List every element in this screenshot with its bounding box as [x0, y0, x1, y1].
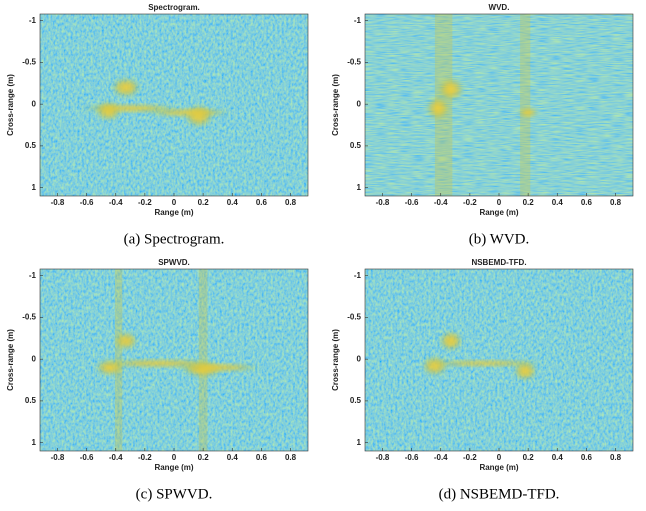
x-tick-label: 0.2: [523, 453, 535, 462]
y-tick-label: 1: [357, 438, 362, 447]
streak: [198, 269, 208, 451]
x-tick-label: 0.2: [523, 198, 535, 207]
bright-spot: [421, 355, 449, 376]
x-tick-label: -0.2: [138, 198, 152, 207]
x-tick-label: 0.4: [227, 198, 239, 207]
x-tick-label: -0.4: [434, 453, 448, 462]
x-tick-label: 0.6: [256, 198, 268, 207]
heatmap-image: [365, 269, 633, 451]
x-axis-label: Range (m): [479, 463, 518, 472]
x-tick-label: 0.2: [198, 198, 210, 207]
x-tick-label: -0.6: [80, 453, 94, 462]
x-tick-label: -0.4: [109, 453, 123, 462]
caption: (b) WVD.: [469, 231, 530, 247]
x-tick-label: -0.6: [80, 198, 94, 207]
x-tick-label: -0.8: [51, 453, 65, 462]
x-tick-label: 0.2: [198, 453, 210, 462]
bright-spot: [517, 107, 539, 118]
y-axis-label: Cross-range (m): [6, 329, 15, 391]
y-tick-label: 1: [32, 183, 37, 192]
y-tick-label: 1: [357, 183, 362, 192]
x-tick-label: -0.2: [463, 453, 477, 462]
heatmap-image: [40, 269, 308, 451]
bright-spot: [114, 331, 138, 350]
bright-spot: [174, 363, 262, 372]
x-tick-label: 0.4: [552, 453, 564, 462]
x-tick-label: -0.2: [463, 198, 477, 207]
x-tick-label: 0.6: [581, 198, 593, 207]
streak: [520, 14, 531, 196]
x-tick-label: 0.8: [610, 198, 622, 207]
y-tick-label: -1: [29, 16, 37, 25]
bright-spot: [437, 77, 465, 101]
x-tick-label: 0: [172, 453, 177, 462]
x-tick-label: -0.8: [376, 198, 390, 207]
caption: (d) NSBEMD-TFD.: [439, 486, 560, 502]
x-axis-label: Range (m): [154, 208, 193, 217]
x-tick-label: 0.8: [610, 453, 622, 462]
x-tick-label: 0.6: [256, 453, 268, 462]
x-axis-label: Range (m): [479, 208, 518, 217]
y-tick-label: 0: [357, 99, 362, 108]
chart-title: WVD.: [489, 3, 510, 12]
y-axis-label: Cross-range (m): [331, 329, 340, 391]
x-tick-label: 0.4: [227, 453, 239, 462]
y-tick-label: 1: [32, 438, 37, 447]
bright-spot: [426, 96, 450, 121]
bright-spot: [439, 330, 463, 351]
noise-background: [40, 14, 308, 196]
y-tick-label: 0.5: [25, 141, 37, 150]
y-tick-label: -1: [354, 271, 362, 280]
heatmap-image: [365, 14, 633, 196]
x-tick-label: 0.6: [581, 453, 593, 462]
y-tick-label: 0.5: [25, 396, 37, 405]
x-tick-label: -0.6: [405, 453, 419, 462]
chart-title: SPWVD.: [158, 258, 190, 267]
y-tick-label: 0: [32, 354, 37, 363]
x-axis-label: Range (m): [154, 463, 193, 472]
y-tick-label: -1: [29, 271, 37, 280]
y-axis-label: Cross-range (m): [331, 74, 340, 136]
y-tick-label: -0.5: [22, 58, 36, 67]
y-tick-label: 0: [357, 354, 362, 363]
y-tick-label: 0.5: [350, 141, 362, 150]
x-tick-label: -0.4: [434, 198, 448, 207]
panel: NSBEMD-TFD. -0.8 -0.6 -0.4 -0.2 0 0.2 0.4 0.6 0.8…: [331, 258, 634, 502]
x-tick-label: 0: [497, 453, 502, 462]
y-tick-label: 0.5: [350, 396, 362, 405]
x-tick-label: -0.8: [51, 198, 65, 207]
chart-title: NSBEMD-TFD.: [471, 258, 526, 267]
y-tick-label: -1: [354, 16, 362, 25]
y-tick-label: -0.5: [347, 58, 361, 67]
bright-spot: [426, 360, 543, 367]
x-tick-label: -0.8: [376, 453, 390, 462]
heatmap-image: [40, 14, 308, 196]
streak: [115, 269, 123, 451]
x-tick-label: 0.8: [285, 453, 297, 462]
bright-spot: [144, 108, 233, 117]
x-tick-label: 0: [497, 198, 502, 207]
y-tick-label: -0.5: [22, 313, 36, 322]
x-tick-label: 0: [172, 198, 177, 207]
x-tick-label: 0.4: [552, 198, 564, 207]
y-tick-label: -0.5: [347, 313, 361, 322]
x-tick-label: -0.2: [138, 453, 152, 462]
caption: (c) SPWVD.: [136, 486, 213, 502]
x-tick-label: 0.8: [285, 198, 297, 207]
chart-title: Spectrogram.: [148, 3, 200, 12]
panel: WVD. -0.8 -0.6 -0.4 -0.2 0 0.2 0.4 0.6 0.8 -1 -0.5 0…: [331, 3, 634, 247]
noise-background: [365, 269, 633, 451]
panel: SPWVD. -0.8 -0.6 -0.4 -0.2 0 0.2 0.4 0.6 0.8 -1 -0.…: [6, 258, 309, 502]
caption: (a) Spectrogram.: [124, 231, 225, 247]
noise-background: [365, 14, 633, 196]
y-tick-label: 0: [32, 99, 37, 108]
bright-spot: [111, 77, 141, 98]
y-axis-label: Cross-range (m): [6, 74, 15, 136]
panel: Spectrogram. -0.8 -0.6 -0.4 -0.2 0 0.2 0.4 0.6 0.…: [6, 3, 309, 247]
x-tick-label: -0.4: [109, 198, 123, 207]
x-tick-label: -0.6: [405, 198, 419, 207]
